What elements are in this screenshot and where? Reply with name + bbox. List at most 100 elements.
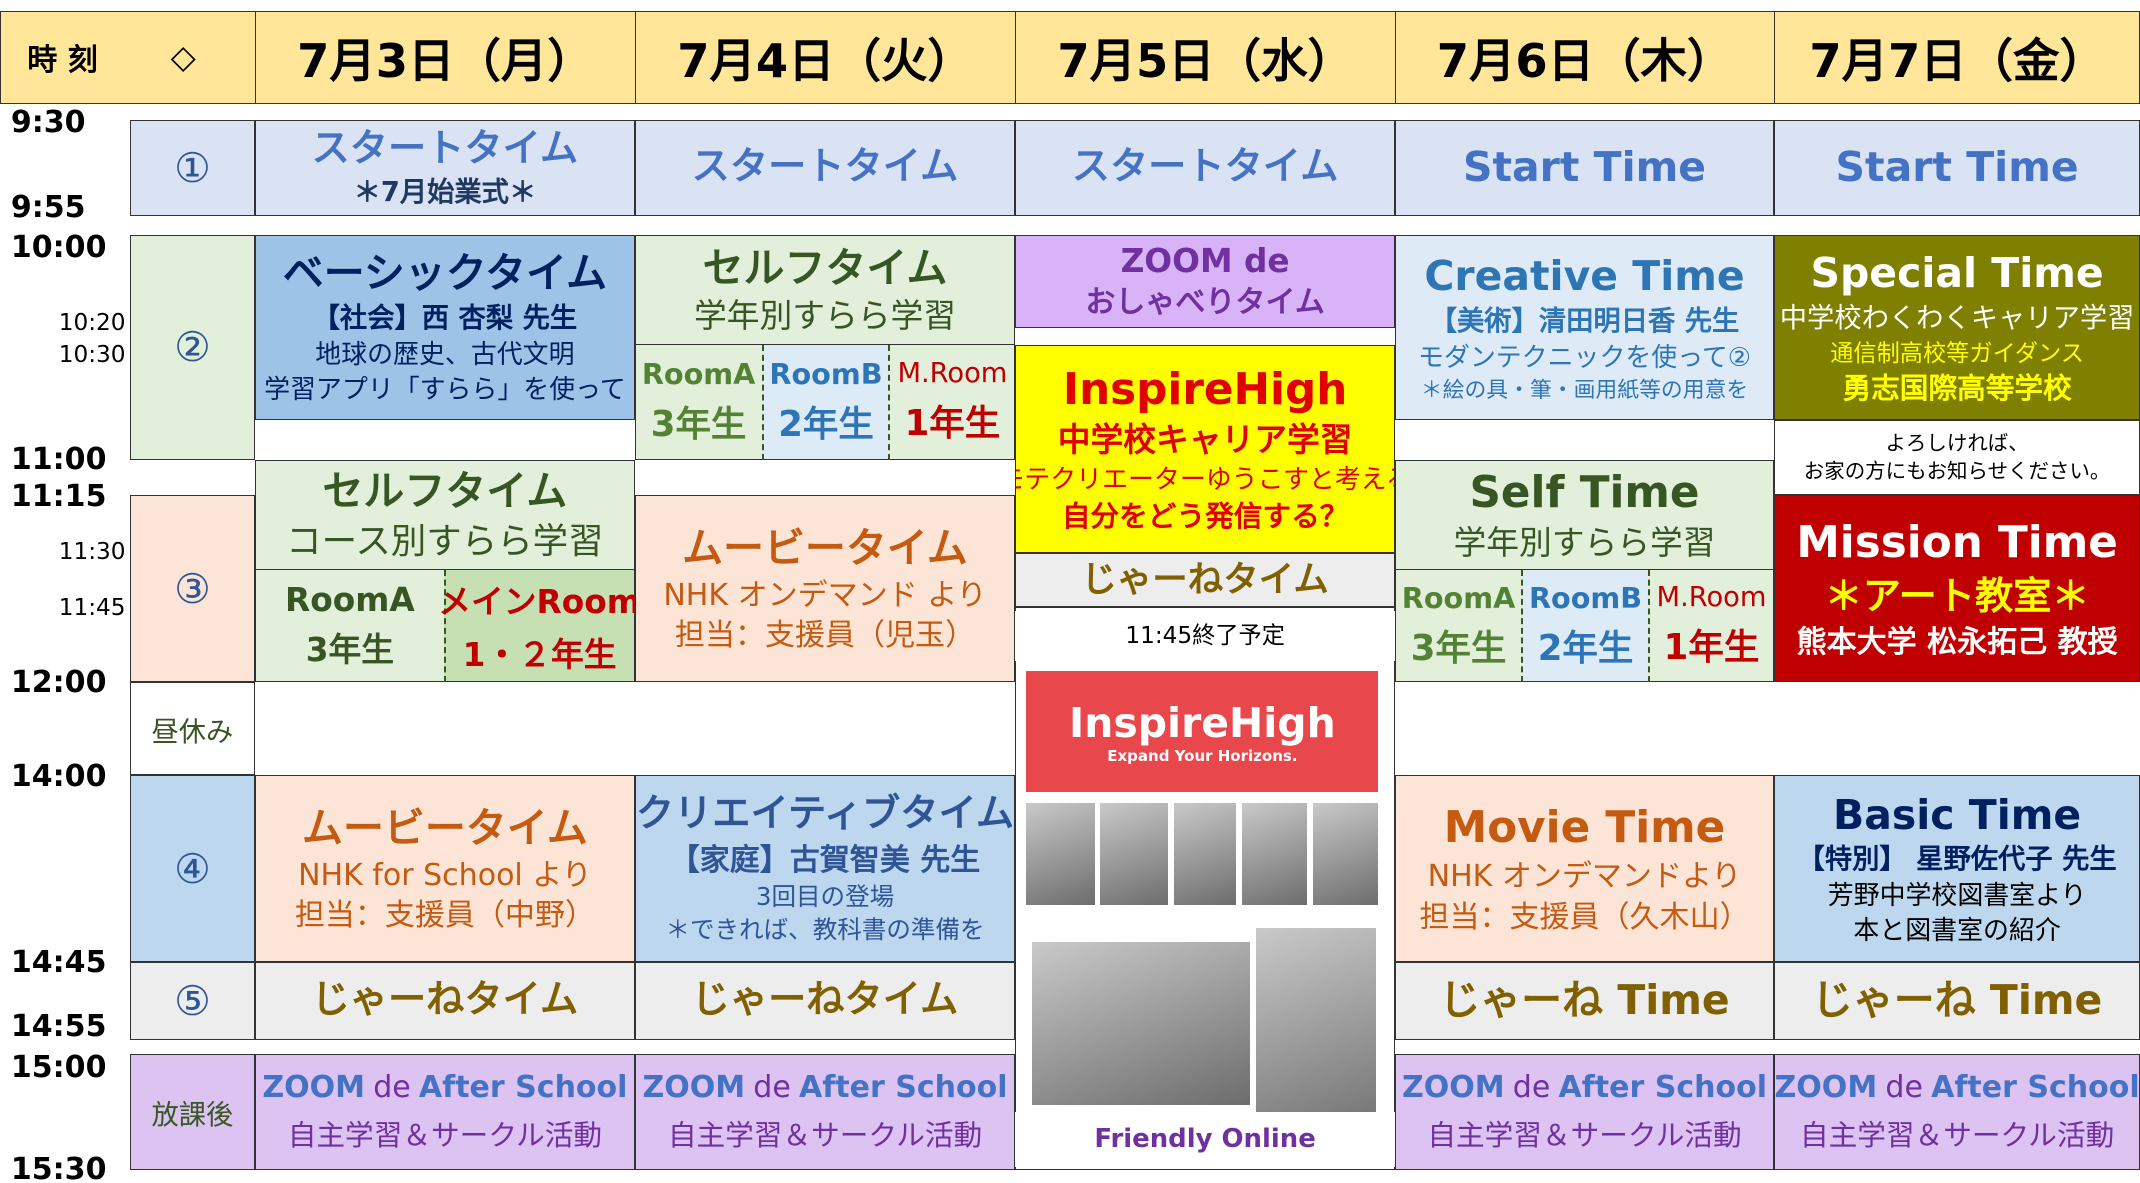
cell-title: じゃーね Time <box>1811 976 2103 1025</box>
room: M.Room 1年生 <box>888 345 1016 460</box>
cell-title: ムービータイム <box>682 524 968 573</box>
schedule-cell: ZOOM de After School 自主学習＆サークル活動 <box>255 1053 635 1170</box>
cell-title: InspireHigh <box>1062 364 1348 416</box>
schedule-cell: じゃーねタイム <box>1015 552 1395 608</box>
schedule-cell: Start Time <box>1394 120 1775 216</box>
cell-line: 【特別】 星野佐代子 先生 <box>1797 844 2117 876</box>
room-grade: 2年生 <box>778 404 874 446</box>
cell-line: 芳野中学校図書室より <box>1827 881 2087 912</box>
cell-title: Special Time <box>1810 249 2104 298</box>
cell-title: Self Time <box>1469 467 1700 519</box>
room-grade: 1年生 <box>904 402 1001 444</box>
schedule-cell: InspireHigh 中学校キャリア学習 モテクリエーターゆうこすと考える 自分をど… <box>1015 345 1395 553</box>
schedule-cell: Creative Time 【美術】清田明日香 先生 モダンテクニックを使って② ＊絵… <box>1394 234 1775 421</box>
zoom-after: After School <box>418 1070 628 1106</box>
cell-title: ムービータイム <box>302 803 588 852</box>
schedule-cell: Self Time 学年別すらら学習 <box>1394 459 1775 571</box>
cell-line: 学年別すらら学習 <box>694 297 956 336</box>
header-mark: ◇ <box>170 38 196 77</box>
cell-line: ＊できれば、教科書の準備を <box>665 915 985 945</box>
cell-line: 【家庭】古賀智美 先生 <box>669 842 981 878</box>
cell-line: 自主学習＆サークル活動 <box>287 1117 603 1152</box>
schedule-cell: Mission Time ＊アート教室＊ 熊本大学 松永拓己 教授 <box>1774 495 2140 683</box>
cell-title: セルフタイム <box>322 467 568 516</box>
photo <box>1100 802 1169 905</box>
day-header: 7月4日（火） <box>634 10 1016 104</box>
period: ① <box>129 120 256 216</box>
cell-line: コース別すらら学習 <box>286 520 604 562</box>
photo <box>1255 928 1376 1147</box>
cell-title: よろしければ、 <box>1885 430 2029 455</box>
cell-title: じゃーね Time <box>1439 976 1730 1025</box>
zoom-word: ZOOM <box>262 1070 365 1106</box>
time-label: 10:00 <box>10 229 107 265</box>
schedule-cell: スタートタイム <box>634 120 1016 216</box>
schedule-cell: じゃーねタイム <box>634 962 1016 1040</box>
room-grade: 3年生 <box>650 404 747 446</box>
cell-line: 【社会】西 杏梨 先生 <box>312 303 578 335</box>
cell-title: Basic Time <box>1833 790 2082 839</box>
room: メインRoom 1・２年生 <box>438 570 641 683</box>
period: 放課後 <box>129 1053 256 1170</box>
time-label: 11:15 <box>10 479 107 515</box>
time-label: 10:20 <box>58 308 126 336</box>
time-label: 14:00 <box>10 759 107 795</box>
period: ⑤ <box>129 962 256 1040</box>
room: RoomB 2年生 <box>761 345 889 460</box>
cell-line: ＊アート教室＊ <box>1824 574 2090 619</box>
schedule-cell: Start Time <box>1774 120 2140 216</box>
time-label: 12:00 <box>10 664 107 700</box>
cell-title: じゃーねタイム <box>311 978 579 1023</box>
time-label: 11:45 <box>58 593 126 621</box>
time-label: 11:30 <box>58 537 126 565</box>
room-grade: 3年生 <box>305 631 395 670</box>
period: 昼休み <box>129 682 256 776</box>
day-header: 7月6日（木） <box>1394 10 1774 104</box>
cell-line: モダンテクニックを使って② <box>1418 342 1752 373</box>
cell-line: 自主学習＆サークル活動 <box>1799 1117 2115 1152</box>
schedule-cell: ZOOM de After School 自主学習＆サークル活動 <box>1774 1053 2140 1170</box>
cell-title: クリエイティブタイム <box>635 792 1015 837</box>
schedule-cell: ZOOM de After School 自主学習＆サークル活動 <box>1394 1053 1775 1170</box>
zoom-line: ZOOM de After School <box>262 1069 627 1107</box>
schedule-cell: スタートタイム ＊7月始業式＊ <box>255 120 635 216</box>
cell-line: 本と図書室の紹介 <box>1853 916 2061 947</box>
day-header: 7月5日（水） <box>1015 10 1394 104</box>
cell-line: 自主学習＆サークル活動 <box>1427 1117 1742 1152</box>
period: ③ <box>129 495 256 683</box>
cell-title: Movie Time <box>1443 802 1726 854</box>
cell-line: 熊本大学 松永拓己 教授 <box>1796 625 2118 661</box>
cell-line: 担当：支援員（中野） <box>294 897 595 933</box>
schedule-cell: ZOOM de After School 自主学習＆サークル活動 <box>634 1053 1016 1170</box>
cell-title: Start Time <box>1462 143 1707 192</box>
schedule-cell: じゃーね Time <box>1774 962 2140 1040</box>
photo <box>1026 802 1095 905</box>
photo <box>1031 941 1251 1106</box>
time-label: 15:00 <box>10 1049 107 1085</box>
photo <box>1241 802 1308 905</box>
cell-line: 担当：支援員（久木山） <box>1419 899 1750 935</box>
cell-line: 自分をどう発信する？ <box>1061 499 1349 534</box>
zoom-after: After School <box>799 1070 1008 1106</box>
cell-line: おしゃべりタイム <box>1085 285 1325 321</box>
cell-line: 担当：支援員（児玉） <box>674 618 976 654</box>
zoom-word: ZOOM <box>642 1070 746 1106</box>
logo: InspireHigh Expand Your Horizons. <box>1026 671 1379 792</box>
room-name: RoomA <box>641 356 756 391</box>
cell-title: じゃーねタイム <box>691 978 959 1023</box>
logo-text: InspireHigh <box>1068 698 1336 747</box>
header-time: 時 刻 <box>27 43 98 79</box>
cell-line: NHK for School より <box>298 857 592 893</box>
room-name: M.Room <box>1656 582 1767 614</box>
zoom-line: ZOOM de After School <box>642 1069 1007 1107</box>
schedule-cell: スタートタイム <box>1015 120 1395 216</box>
zoom-after: After School <box>1931 1070 2140 1106</box>
zoom-de: de <box>1512 1070 1551 1106</box>
cell-title: ベーシックタイム <box>282 249 608 298</box>
cell-title: Creative Time <box>1424 251 1745 300</box>
cell-line: 通信制高校等ガイダンス <box>1830 340 2084 368</box>
cell-line: NHK オンデマンド より <box>663 577 987 613</box>
period: ④ <box>129 775 256 963</box>
cell-title: Friendly Online <box>1094 1124 1316 1155</box>
cell-line: 学年別すらら学習 <box>1453 524 1716 563</box>
